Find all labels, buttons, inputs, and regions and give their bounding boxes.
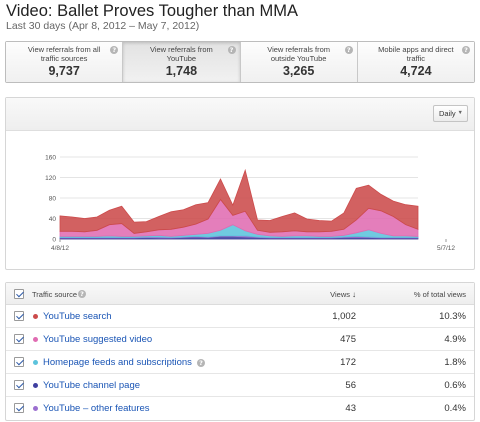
column-header-views[interactable]: Views ↓ — [330, 290, 356, 299]
x-tick-label: 4/8/12 — [51, 245, 69, 252]
table-row: YouTube channel page 56 0.6% — [6, 374, 474, 397]
traffic-source-table: Traffic source ? Views ↓ % of total views… — [5, 282, 475, 421]
y-tick-label: 0 — [52, 237, 56, 244]
percent-value: 4.9% — [444, 334, 466, 345]
percent-value: 0.6% — [444, 380, 466, 391]
traffic-source-link[interactable]: YouTube – other features — [43, 403, 150, 414]
percent-value: 10.3% — [439, 311, 466, 322]
page-title: Video: Ballet Proves Tougher than MMA — [6, 2, 298, 20]
y-tick-label: 80 — [49, 196, 57, 203]
series-color-dot — [33, 337, 38, 342]
series-color-dot — [33, 406, 38, 411]
row-checkbox[interactable] — [14, 311, 24, 321]
tile-value: 9,737 — [48, 64, 80, 78]
y-tick-label: 160 — [45, 155, 56, 162]
help-icon[interactable]: ? — [197, 359, 205, 367]
tile-all-traffic[interactable]: ? View referrals from all traffic source… — [6, 42, 124, 82]
tile-value: 3,265 — [282, 64, 315, 78]
column-header-source: Traffic source — [32, 290, 78, 299]
x-tick-label: 5/7/12 — [437, 245, 455, 252]
tile-label: View referrals from all traffic sources — [27, 45, 101, 63]
traffic-source-link[interactable]: Homepage feeds and subscriptions — [43, 357, 192, 368]
table-row: Homepage feeds and subscriptions? 172 1.8% — [6, 351, 474, 374]
help-icon[interactable]: ? — [462, 46, 470, 54]
chart-toolbar: Daily ▼ — [6, 98, 474, 131]
traffic-source-link[interactable]: YouTube channel page — [43, 380, 141, 391]
traffic-source-link[interactable]: YouTube suggested video — [43, 334, 153, 345]
tile-label: View referrals from YouTube — [149, 45, 213, 63]
row-checkbox[interactable] — [14, 357, 24, 367]
views-value: 43 — [345, 403, 356, 414]
help-icon[interactable]: ? — [110, 46, 119, 54]
series-color-dot — [33, 360, 38, 365]
table-header: Traffic source ? Views ↓ % of total views — [6, 283, 474, 305]
tile-value: 4,724 — [400, 64, 432, 78]
help-icon[interactable]: ? — [227, 46, 236, 54]
views-value: 56 — [345, 380, 356, 391]
metric-tiles: ? View referrals from all traffic source… — [5, 41, 475, 83]
tile-value: 1,748 — [165, 64, 198, 78]
tile-youtube-referrals[interactable]: ? View referrals from YouTube 1,748 — [123, 42, 241, 82]
traffic-source-link[interactable]: YouTube search — [43, 311, 112, 322]
tile-mobile-direct[interactable]: ? Mobile apps and direct traffic 4,724 — [357, 42, 474, 82]
series-area — [59, 168, 419, 234]
series-color-dot — [33, 383, 38, 388]
percent-value: 0.4% — [444, 403, 466, 414]
views-value: 1,002 — [332, 311, 356, 322]
sort-down-arrow-icon: ↓ — [352, 290, 356, 299]
row-checkbox[interactable] — [14, 403, 24, 413]
row-checkbox[interactable] — [14, 334, 24, 344]
table-row: YouTube – other features 43 0.4% — [6, 397, 474, 420]
column-header-percent[interactable]: % of total views — [413, 290, 466, 299]
tile-label: View referrals from outside YouTube — [267, 45, 331, 63]
series-color-dot — [33, 314, 38, 319]
select-all-checkbox[interactable] — [14, 289, 24, 299]
interval-label: Daily — [439, 109, 456, 118]
row-checkbox[interactable] — [14, 380, 24, 390]
chart-panel: Daily ▼ 0 40 80 120 160 4/8/12 5/7/12 — [5, 97, 475, 270]
tile-outside-youtube[interactable]: ? View referrals from outside YouTube 3,… — [240, 42, 358, 82]
views-value: 475 — [340, 334, 356, 345]
views-value: 172 — [340, 357, 356, 368]
tile-label: Mobile apps and direct traffic — [378, 45, 454, 63]
table-row: YouTube suggested video 475 4.9% — [6, 328, 474, 351]
chevron-down-icon: ▼ — [457, 110, 463, 116]
y-tick-label: 120 — [45, 175, 56, 182]
date-range-subtitle: Last 30 days (Apr 8, 2012 – May 7, 2012) — [6, 20, 200, 32]
table-body: YouTube search 1,002 10.3% YouTube suggeste… — [6, 305, 474, 420]
help-icon[interactable]: ? — [78, 290, 86, 298]
traffic-area-chart: 0 40 80 120 160 4/8/12 5/7/12 — [45, 155, 455, 253]
views-header-label: Views — [330, 290, 350, 299]
table-row: YouTube search 1,002 10.3% — [6, 305, 474, 328]
percent-value: 1.8% — [444, 357, 466, 368]
help-icon[interactable]: ? — [344, 46, 353, 54]
y-tick-label: 40 — [49, 216, 57, 223]
interval-dropdown[interactable]: Daily ▼ — [433, 105, 468, 122]
